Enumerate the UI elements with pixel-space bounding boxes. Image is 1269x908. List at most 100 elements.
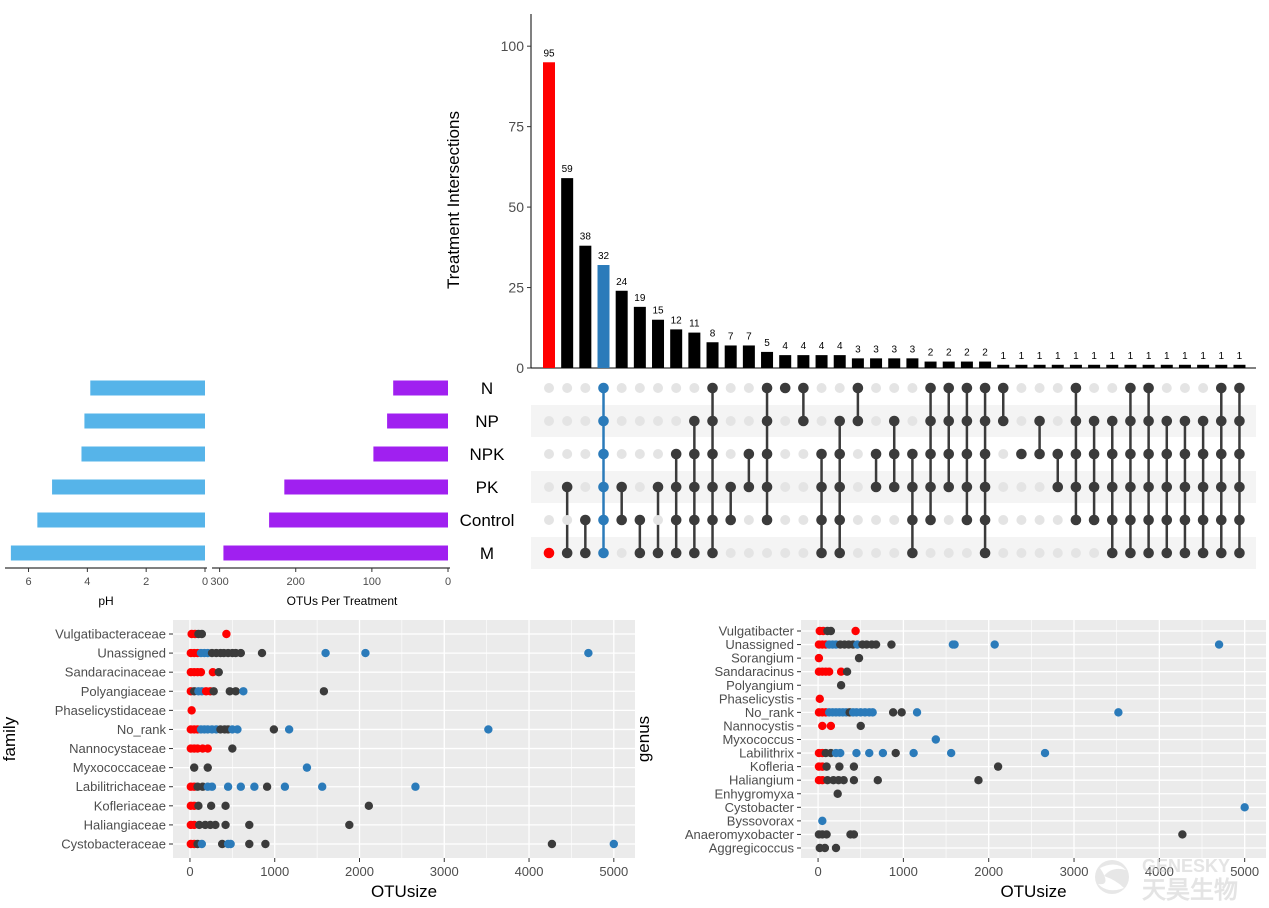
y-tick-label: 75 — [508, 119, 524, 135]
matrix-dot-empty — [725, 548, 736, 558]
matrix-dot-filled — [1179, 514, 1191, 526]
data-point — [250, 782, 259, 791]
matrix-dot-empty — [1107, 383, 1118, 393]
matrix-dot-empty — [798, 449, 809, 459]
matrix-dot-filled — [1106, 481, 1118, 493]
matrix-dot-filled — [979, 448, 991, 460]
matrix-dot-filled — [1197, 415, 1209, 427]
matrix-dot-filled — [670, 448, 682, 460]
y-tick-label: 100 — [501, 38, 525, 54]
x-tick-label: 100 — [363, 576, 381, 588]
matrix-dot-filled — [598, 415, 609, 427]
matrix-dot-filled — [997, 382, 1009, 394]
matrix-dot-filled — [761, 514, 773, 526]
matrix-dot-empty — [634, 482, 645, 492]
data-point — [609, 839, 619, 849]
matrix-dot-filled — [561, 481, 573, 493]
matrix-dot-filled — [707, 481, 718, 493]
data-point — [856, 721, 865, 731]
set-label: NPK — [470, 445, 506, 464]
x-tick-label: 1000 — [260, 864, 289, 879]
bar-value-label: 32 — [598, 251, 610, 262]
bar-value-label: 1 — [1000, 351, 1006, 362]
data-point — [814, 653, 824, 663]
matrix-dot-filled — [707, 415, 718, 427]
matrix-dot-filled — [1197, 547, 1209, 559]
bar-value-label: 59 — [562, 164, 574, 175]
matrix-dot-filled — [670, 481, 682, 493]
matrix-dot-filled — [616, 514, 627, 526]
matrix-dot-empty — [852, 548, 863, 558]
bar-value-label: 3 — [855, 344, 861, 355]
intersection-bar — [924, 361, 937, 368]
matrix-dot-filled — [707, 514, 718, 526]
set-size-bar — [84, 413, 205, 429]
x-tick-label: 4000 — [1145, 864, 1174, 879]
category-label: Labilitrichaceae — [76, 779, 166, 794]
matrix-dot-filled — [1161, 547, 1173, 559]
matrix-dot-filled — [598, 448, 609, 460]
bar-value-label: 5 — [764, 338, 770, 349]
intersection-bar — [1106, 364, 1119, 368]
set-label: N — [481, 379, 493, 398]
matrix-dot-filled — [870, 448, 882, 460]
data-point — [222, 629, 231, 639]
matrix-dot-filled — [1179, 415, 1191, 427]
matrix-dot-filled — [580, 514, 591, 526]
matrix-dot-filled — [1234, 382, 1245, 394]
matrix-dot-empty — [562, 449, 573, 459]
data-point — [854, 653, 864, 663]
matrix-dot-empty — [725, 416, 736, 426]
intersection-matrix: N NP NPK PK Control M — [460, 379, 1256, 569]
matrix-dot-filled — [925, 481, 936, 493]
matrix-dot-empty — [780, 548, 791, 558]
matrix-dot-filled — [888, 448, 900, 460]
category-label: Cystobacter — [725, 800, 795, 815]
category-label: Sandaracinaceae — [65, 665, 166, 680]
matrix-dot-filled — [1143, 481, 1154, 493]
matrix-dot-filled — [689, 448, 700, 460]
matrix-dot-empty — [1016, 515, 1027, 525]
matrix-dot-empty — [1089, 383, 1100, 393]
data-point — [203, 763, 212, 772]
matrix-dot-filled — [761, 448, 773, 460]
data-point — [196, 667, 206, 677]
bar-value-label: 2 — [964, 348, 970, 359]
matrix-dot-filled — [1070, 382, 1082, 394]
matrix-dot-filled — [870, 481, 882, 493]
category-label: Cystobacteraceae — [61, 837, 166, 852]
intersection-bar — [1069, 364, 1082, 368]
matrix-dot-filled — [943, 448, 955, 460]
category-label: Kofleriaceae — [94, 798, 166, 813]
plot-panel — [173, 620, 635, 858]
data-point — [1040, 748, 1050, 758]
matrix-dot-filled — [888, 415, 900, 427]
matrix-dot-filled — [743, 481, 755, 493]
intersection-bar — [979, 361, 992, 368]
matrix-dot-filled — [816, 481, 827, 493]
data-point — [319, 687, 329, 696]
bar-value-label: 2 — [982, 348, 988, 359]
matrix-dot-empty — [871, 548, 882, 558]
bar-value-label: 4 — [819, 341, 825, 352]
intersection-bar — [706, 342, 719, 368]
matrix-dot-filled — [1106, 547, 1118, 559]
y-tick-label: 0 — [516, 360, 524, 376]
matrix-dot-empty — [1070, 548, 1081, 558]
set-size-bar — [387, 413, 448, 429]
data-point — [1178, 830, 1187, 839]
matrix-dot-empty — [871, 416, 882, 426]
matrix-dot-filled — [707, 382, 718, 394]
x-tick-label: 0 — [445, 576, 451, 588]
x-tick-label: 3000 — [1060, 864, 1089, 879]
intersection-bar — [833, 355, 846, 368]
data-point — [865, 748, 874, 758]
set-size-bar — [223, 545, 448, 561]
matrix-dot-filled — [689, 481, 700, 493]
bar-value-label: 1 — [1146, 351, 1152, 362]
x-tick-label: 0 — [186, 864, 193, 879]
matrix-dot-empty — [1089, 548, 1100, 558]
matrix-dot-empty — [816, 416, 827, 426]
data-point — [849, 830, 859, 839]
matrix-dot-filled — [743, 448, 755, 460]
